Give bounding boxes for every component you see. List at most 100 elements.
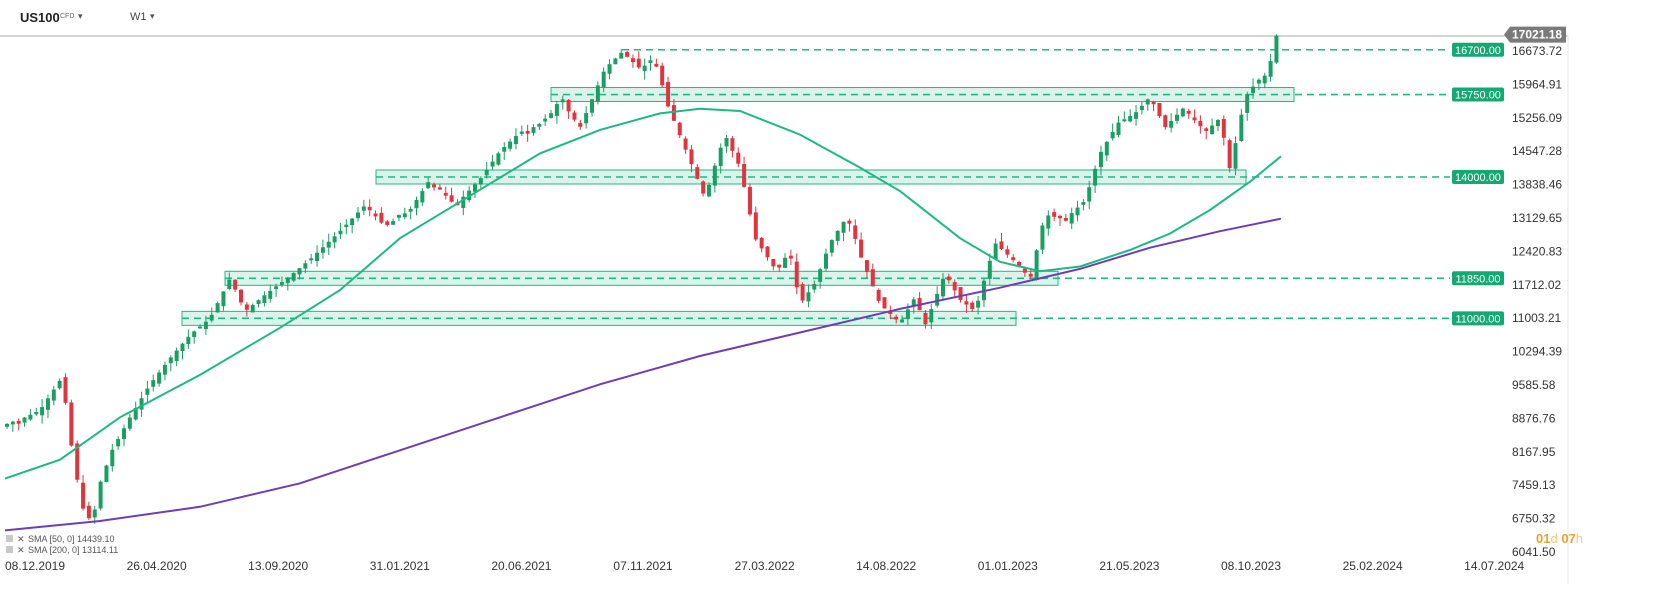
candle-body bbox=[122, 428, 126, 440]
candle-body bbox=[473, 184, 477, 192]
candle-body bbox=[1175, 114, 1179, 121]
moving-averages bbox=[4, 107, 1282, 532]
candle-body bbox=[894, 316, 899, 320]
candle-body bbox=[835, 230, 840, 241]
candle-body bbox=[1268, 61, 1273, 77]
candle-body bbox=[590, 99, 594, 113]
candle-body bbox=[81, 482, 86, 509]
candle-body bbox=[941, 278, 945, 297]
symbol-dropdown-icon[interactable]: ▾ bbox=[78, 11, 83, 21]
x-tick-label: 01.01.2023 bbox=[978, 559, 1038, 573]
candle-body bbox=[28, 414, 33, 420]
candle-body bbox=[794, 261, 799, 288]
candle-body bbox=[133, 407, 138, 420]
candle-body bbox=[783, 257, 788, 268]
candle-body bbox=[168, 357, 173, 364]
level-label: 11850.00 bbox=[1455, 273, 1500, 285]
symbol-label[interactable]: US100 bbox=[20, 10, 60, 25]
candle-body bbox=[935, 293, 940, 306]
timeframe-label[interactable]: W1 bbox=[130, 11, 147, 23]
candle-body bbox=[923, 312, 928, 325]
y-tick-label: 16673.72 bbox=[1512, 44, 1562, 58]
candle-body bbox=[1046, 215, 1051, 229]
candle-body bbox=[1104, 141, 1109, 156]
candle-body bbox=[1163, 115, 1168, 128]
candle-body bbox=[69, 402, 74, 446]
y-tick-label: 8876.76 bbox=[1512, 411, 1556, 425]
candle-body bbox=[274, 286, 279, 290]
level-tag bbox=[1452, 169, 1504, 184]
legend-label: SMA [50, 0] 14439.10 bbox=[28, 534, 115, 544]
candle-body bbox=[1233, 143, 1238, 169]
candle-body bbox=[1169, 120, 1174, 128]
y-tick-label: 15256.09 bbox=[1512, 111, 1562, 125]
level-label: 15750.00 bbox=[1455, 90, 1501, 102]
candle-body bbox=[584, 113, 589, 124]
level-tag bbox=[1452, 42, 1504, 57]
candle-body bbox=[40, 407, 45, 416]
candle-body bbox=[859, 239, 864, 258]
candle-body bbox=[408, 208, 413, 212]
candle-body bbox=[900, 319, 905, 323]
candle-body bbox=[1063, 217, 1068, 221]
candle-body bbox=[946, 276, 951, 281]
candle-body bbox=[1005, 249, 1010, 255]
candle-body bbox=[1058, 215, 1062, 219]
candle-body bbox=[437, 187, 442, 190]
candle-body bbox=[162, 364, 167, 375]
x-tick-label: 08.10.2023 bbox=[1221, 559, 1281, 573]
candle-body bbox=[1134, 112, 1139, 119]
candle-body bbox=[373, 213, 378, 217]
candle-body bbox=[227, 279, 232, 289]
candle-body bbox=[186, 336, 191, 344]
candle-body bbox=[396, 214, 401, 218]
candle-body bbox=[291, 272, 296, 281]
candle-body bbox=[157, 372, 162, 384]
candle-body bbox=[34, 412, 39, 415]
candle-body bbox=[1081, 202, 1086, 205]
candle-body bbox=[174, 350, 179, 362]
candle-body bbox=[753, 212, 758, 240]
candle-body bbox=[1128, 116, 1133, 122]
candle-body bbox=[385, 221, 390, 225]
candle-body bbox=[619, 52, 624, 59]
support-resistance-zones bbox=[181, 87, 1295, 326]
candle-body bbox=[1151, 101, 1156, 105]
candle-body bbox=[57, 380, 62, 389]
x-tick-label: 14.07.2024 bbox=[1464, 559, 1524, 573]
y-tick-label: 11712.02 bbox=[1512, 278, 1561, 292]
candle-body bbox=[841, 221, 846, 233]
candle-body bbox=[812, 283, 817, 290]
candle-body bbox=[654, 63, 659, 67]
candle-body bbox=[1157, 102, 1162, 117]
level-label: 14000.00 bbox=[1455, 172, 1501, 184]
candle-body bbox=[864, 260, 869, 272]
legend-remove-icon: ✕ bbox=[17, 545, 25, 555]
y-tick-label: 6750.32 bbox=[1512, 512, 1556, 526]
sma-200-line bbox=[4, 217, 1282, 532]
candle-body bbox=[806, 292, 811, 302]
candle-body bbox=[707, 184, 711, 197]
candle-body bbox=[987, 260, 992, 279]
candle-body bbox=[824, 253, 828, 269]
candle-body bbox=[701, 181, 706, 194]
candle-body bbox=[572, 112, 577, 120]
candle-body bbox=[818, 269, 823, 282]
candle-body bbox=[215, 303, 220, 313]
candle-body bbox=[1022, 268, 1027, 273]
legend-label: SMA [200, 0] 13114.11 bbox=[28, 545, 118, 555]
timeframe-dropdown-icon[interactable]: ▾ bbox=[150, 11, 155, 21]
candle-body bbox=[549, 113, 554, 118]
level-tag bbox=[1452, 87, 1504, 102]
candle-body bbox=[882, 297, 887, 309]
candle-body bbox=[1098, 151, 1103, 168]
symbol-type-label: CFD bbox=[60, 13, 75, 20]
candle-body bbox=[730, 138, 735, 151]
candle-body bbox=[870, 269, 875, 287]
candle-body bbox=[747, 186, 752, 215]
candle-body bbox=[262, 295, 267, 303]
candle-body bbox=[1034, 250, 1039, 280]
x-tick-label: 08.12.2019 bbox=[5, 559, 65, 573]
candle-body bbox=[443, 192, 448, 196]
